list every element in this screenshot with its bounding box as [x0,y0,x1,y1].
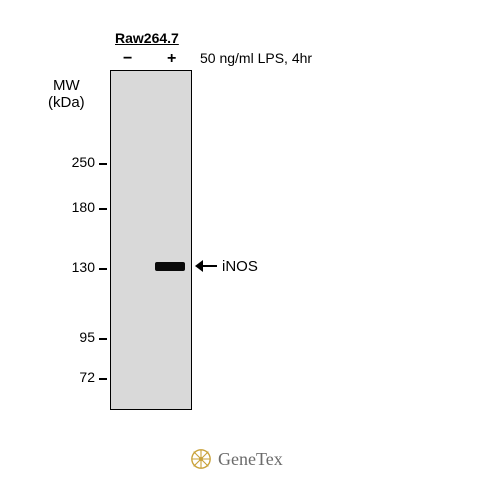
arrow-line [201,265,217,267]
mw-header: MW (kDa) [48,78,85,111]
mw-tick-mark [99,378,107,380]
mw-tick-label: 130 [45,259,95,275]
mw-tick-label: 250 [45,154,95,170]
cell-line-label: Raw264.7 [115,30,179,46]
mw-tick-mark [99,268,107,270]
mw-tick-label: 95 [45,329,95,345]
band-label: iNOS [222,258,258,275]
brand-logo-text: GeneTex [218,449,283,470]
protein-band [155,262,185,271]
lane-sign-minus: − [123,50,132,68]
mw-tick-label: 180 [45,199,95,215]
mw-tick-mark [99,208,107,210]
brand-logo: GeneTex [190,448,283,470]
lane-sign-plus: + [167,50,176,68]
lane-box [110,70,192,410]
band-arrow [195,260,217,272]
mw-tick-mark [99,338,107,340]
genetex-logo-icon [190,448,212,470]
mw-header-line2: (kDa) [48,95,85,112]
mw-tick-mark [99,163,107,165]
mw-tick-label: 72 [45,369,95,385]
mw-header-line1: MW [48,78,85,95]
blot-figure: Raw264.7 50 ng/ml LPS, 4hr − + MW (kDa) … [0,0,500,500]
treatment-label: 50 ng/ml LPS, 4hr [200,50,312,66]
